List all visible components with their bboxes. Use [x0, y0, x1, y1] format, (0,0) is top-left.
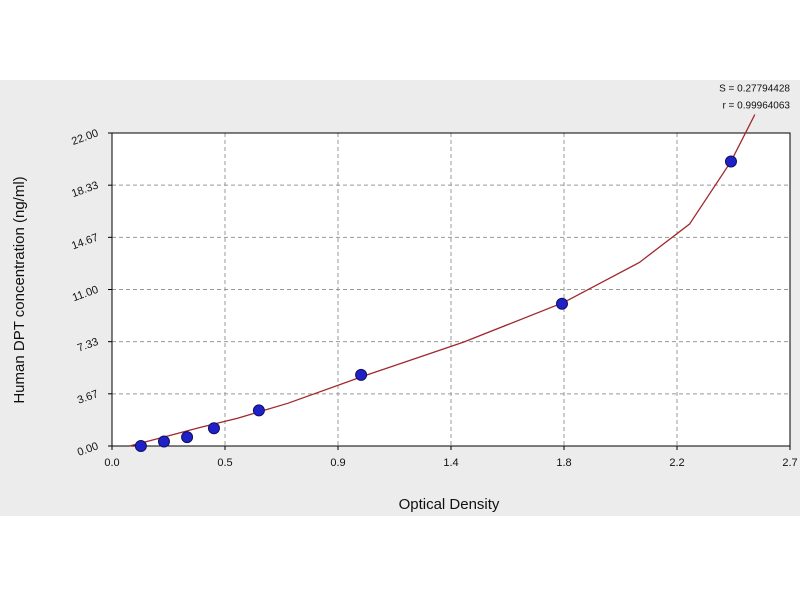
data-point: [134, 440, 147, 452]
data-point: [157, 435, 170, 448]
data-point: [724, 155, 737, 168]
x-tick-label: 2.7: [782, 457, 797, 469]
x-tick-label: 0.0: [104, 457, 119, 469]
data-point: [555, 297, 568, 310]
data-point: [207, 422, 220, 435]
x-tick-label: 0.9: [330, 457, 345, 469]
x-tick-label: 0.5: [217, 457, 232, 469]
x-tick-label: 2.2: [669, 457, 684, 469]
x-tick-label: 1.4: [443, 457, 458, 469]
y-axis-label: Human DPT concentration (ng/ml): [11, 176, 28, 403]
x-axis-label: Optical Density: [399, 496, 500, 513]
annotation: r = 0.99964063: [722, 101, 790, 112]
x-tick-label: 1.8: [556, 457, 571, 469]
data-point: [252, 404, 265, 417]
fit-curve: [129, 114, 756, 447]
data-point: [181, 431, 194, 444]
data-point: [355, 368, 368, 381]
annotation: S = 0.27794428: [719, 84, 790, 95]
